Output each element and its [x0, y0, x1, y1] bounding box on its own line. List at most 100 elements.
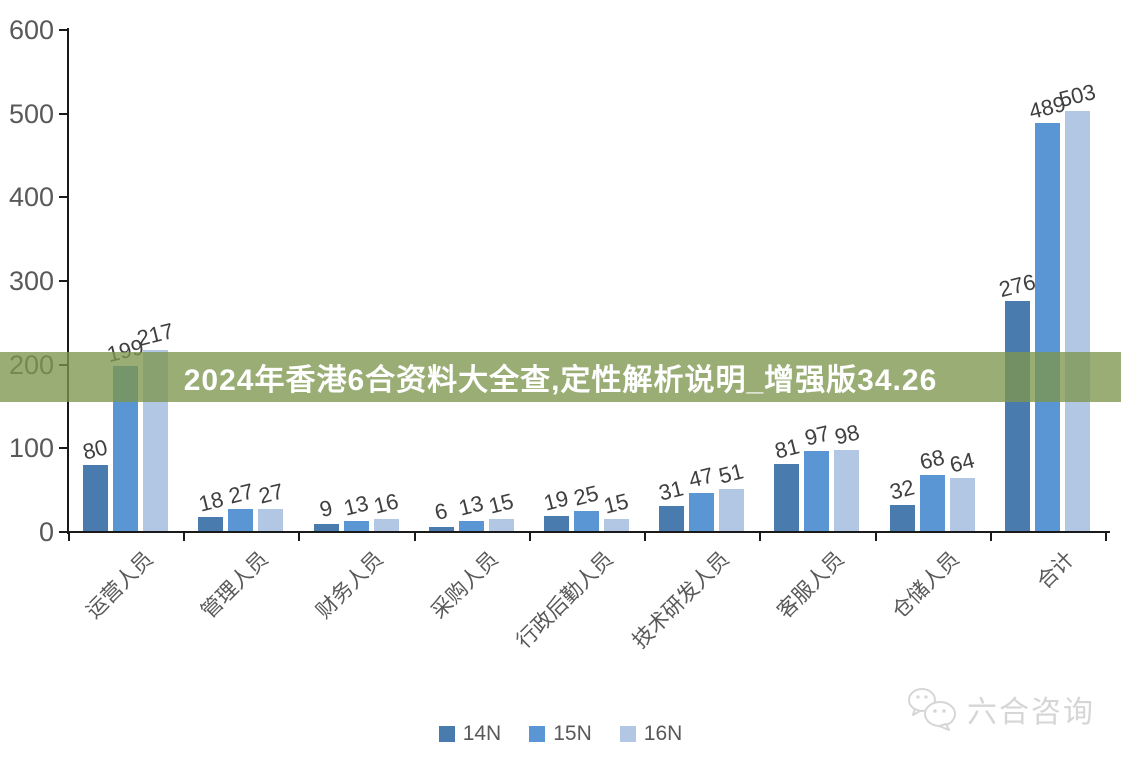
banner-text: 2024年香港6合资料大全查,定性解析说明_增强版34.26 [183, 364, 938, 397]
bar-15N: 68 [917, 30, 947, 532]
value-label: 68 [917, 444, 947, 475]
x-tick-mark [413, 533, 416, 541]
bar-group: 6 13 15 采购人员 [414, 30, 529, 623]
bar-15N: 13 [341, 30, 371, 532]
category-label: 采购人员 [427, 547, 504, 624]
legend-item-14N: 14N [438, 722, 502, 746]
bar [573, 511, 599, 532]
value-label: 276 [996, 269, 1039, 303]
bar-14N: 276 [996, 30, 1038, 532]
y-tick-label: 0 [38, 517, 54, 547]
y-tick-mark [59, 447, 68, 450]
y-axis [67, 28, 69, 534]
x-tick-mark [759, 533, 762, 541]
bar-14N: 81 [771, 30, 802, 532]
bar-16N: 64 [947, 30, 977, 532]
bar-16N: 27 [255, 30, 286, 532]
category-label: 客服人员 [773, 547, 849, 624]
category-label: 管理人员 [196, 547, 273, 624]
value-label: 16 [371, 488, 401, 519]
bar [719, 489, 745, 532]
bar [919, 475, 945, 532]
y-tick-mark [59, 196, 68, 199]
category-label: 仓储人员 [888, 547, 964, 624]
value-label: 15 [486, 488, 517, 520]
y-tick-label: 500 [8, 98, 54, 129]
x-tick-mark [183, 533, 186, 541]
bar-16N: 217 [135, 30, 176, 532]
bar-16N: 51 [717, 30, 746, 532]
legend-item-16N: 16N [619, 722, 683, 746]
bar-14N: 80 [80, 30, 111, 532]
bar-16N: 98 [832, 30, 862, 532]
bar [1004, 301, 1030, 532]
overlay-banner: 2024年香港6合资料大全查,定性解析说明_增强版34.26 [0, 352, 1121, 402]
bar-15N: 27 [226, 30, 256, 532]
bar-group: 276 489 503 合计 [990, 30, 1105, 593]
bar [949, 478, 975, 532]
x-tick-mark [298, 533, 301, 541]
value-label: 9 [316, 495, 335, 523]
y-tick-mark [59, 29, 68, 31]
bar-group: 31 47 51 技术研发人员 [628, 30, 759, 653]
bar [343, 521, 369, 532]
bar [458, 521, 484, 532]
legend-label: 16N [643, 722, 683, 745]
legend-swatch [438, 726, 455, 742]
category-label: 行政后勤人员 [512, 547, 619, 653]
x-tick-mark [528, 533, 531, 541]
y-tick-mark [59, 112, 68, 115]
bar [1064, 111, 1090, 532]
bar-15N: 199 [105, 30, 146, 532]
category-label: 运营人员 [81, 547, 158, 624]
y-tick-mark [59, 280, 68, 282]
x-tick-mark [989, 533, 992, 541]
bar [313, 524, 339, 532]
bar [488, 519, 514, 532]
bar-group: 18 27 27 管理人员 [183, 30, 298, 623]
bar [198, 516, 224, 532]
bar [689, 492, 715, 532]
bar [83, 465, 109, 532]
bar-16N: 16 [371, 30, 401, 532]
bar [228, 509, 254, 532]
category-label: 合计 [1033, 547, 1080, 594]
legend-item-15N: 15N [529, 722, 592, 746]
bar [428, 526, 454, 532]
bar [603, 519, 629, 532]
legend-swatch [619, 726, 636, 742]
y-tick-label: 600 [8, 15, 54, 45]
value-label: 80 [80, 434, 111, 465]
bar [834, 450, 860, 532]
bar-14N: 32 [887, 30, 917, 532]
bar [804, 450, 830, 532]
bar-14N: 31 [656, 30, 687, 532]
bar-group: 32 68 64 仓储人员 [875, 30, 990, 624]
x-tick-mark [68, 533, 70, 541]
value-label: 64 [947, 447, 977, 479]
bar [258, 509, 284, 532]
plot-area: 80 199 217 运营人员 18 27 27 管理人员 9 13 16 财务人员 6 13 15 采购人员… [68, 30, 1105, 653]
legend-swatch [529, 726, 546, 742]
value-label: 31 [656, 475, 687, 506]
y-tick-mark [59, 531, 68, 533]
legend-label: 14N [462, 722, 502, 745]
bar-16N: 15 [601, 30, 631, 532]
value-label: 81 [771, 433, 802, 464]
bar [1034, 122, 1060, 532]
value-label: 32 [887, 474, 917, 505]
value-label: 13 [456, 490, 487, 521]
bar-14N: 6 [428, 30, 454, 532]
legend: 14N 15N 16N [0, 722, 1121, 746]
x-tick-mark [644, 533, 647, 541]
value-label: 27 [255, 478, 286, 510]
watermark-text: 六合咨询 [967, 696, 1095, 729]
bar-15N: 13 [456, 30, 487, 532]
y-tick-label: 100 [8, 433, 54, 464]
bar-15N: 47 [687, 30, 716, 532]
value-label: 18 [195, 486, 226, 517]
value-label: 25 [571, 480, 602, 511]
x-tick-mark [1105, 533, 1107, 541]
bar-group: 80 199 217 运营人员 [68, 30, 183, 623]
